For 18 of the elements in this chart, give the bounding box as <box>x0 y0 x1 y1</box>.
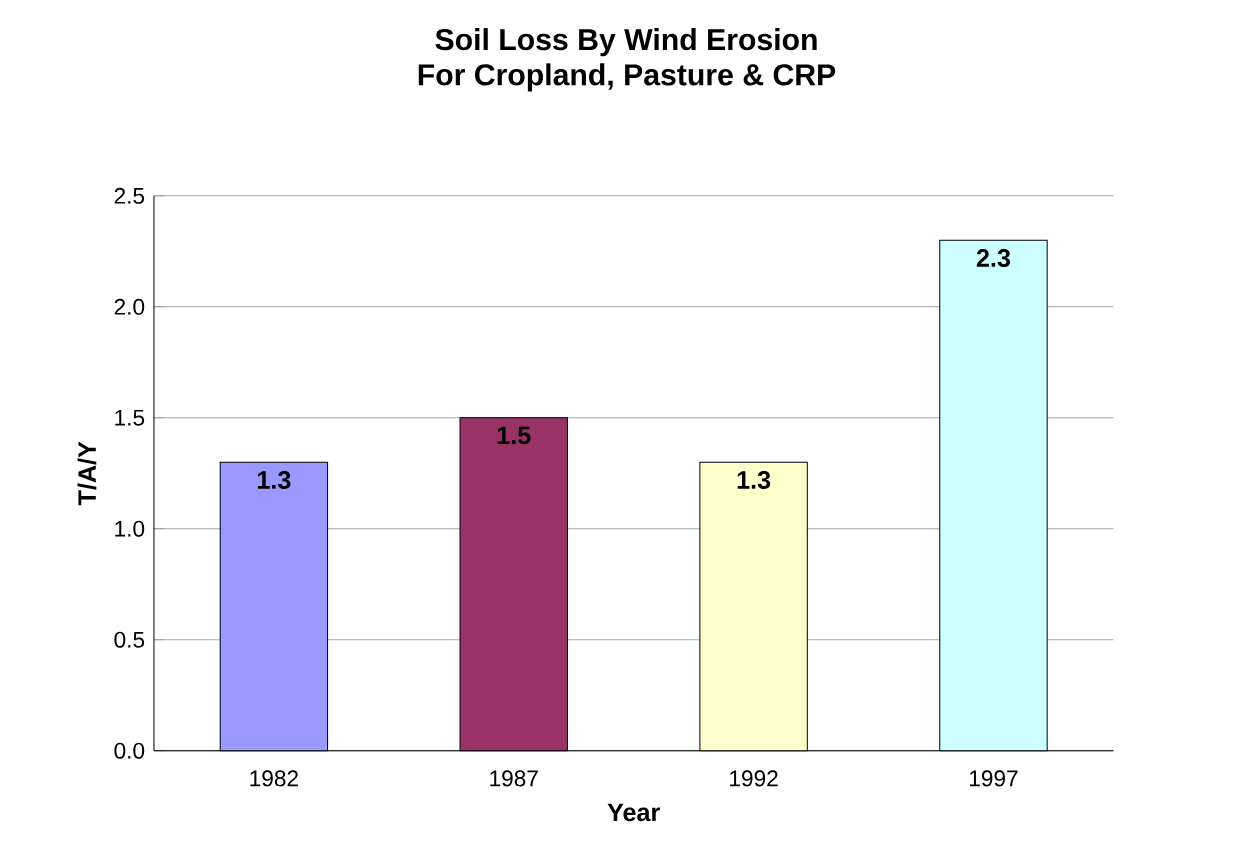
y-tick-label: 1.5 <box>115 409 145 426</box>
y-tick-label: 0.5 <box>114 631 145 648</box>
data-label: 1.5 <box>497 426 531 445</box>
x-tick-label: 1987 <box>490 770 538 787</box>
data-label: 1.3 <box>257 471 291 489</box>
data-label: 2.3 <box>976 249 1011 267</box>
y-tick-label: 2.5 <box>114 187 145 204</box>
y-axis-title: T/A/Y <box>77 441 97 506</box>
y-tick-label: 2.0 <box>114 298 145 315</box>
chart-subtitle: For Cropland, Pasture & CRP <box>418 63 836 92</box>
x-tick-label: 1982 <box>250 770 298 787</box>
y-tick-label: 0.0 <box>114 742 145 759</box>
x-tick-label: 1992 <box>730 770 778 787</box>
y-tick-label: 1.0 <box>115 520 145 537</box>
data-label: 1.3 <box>737 471 771 489</box>
x-tick-label: 1997 <box>970 770 1018 787</box>
x-axis-title: Year <box>607 803 660 822</box>
chart-title: Soil Loss By Wind Erosion <box>435 28 817 57</box>
